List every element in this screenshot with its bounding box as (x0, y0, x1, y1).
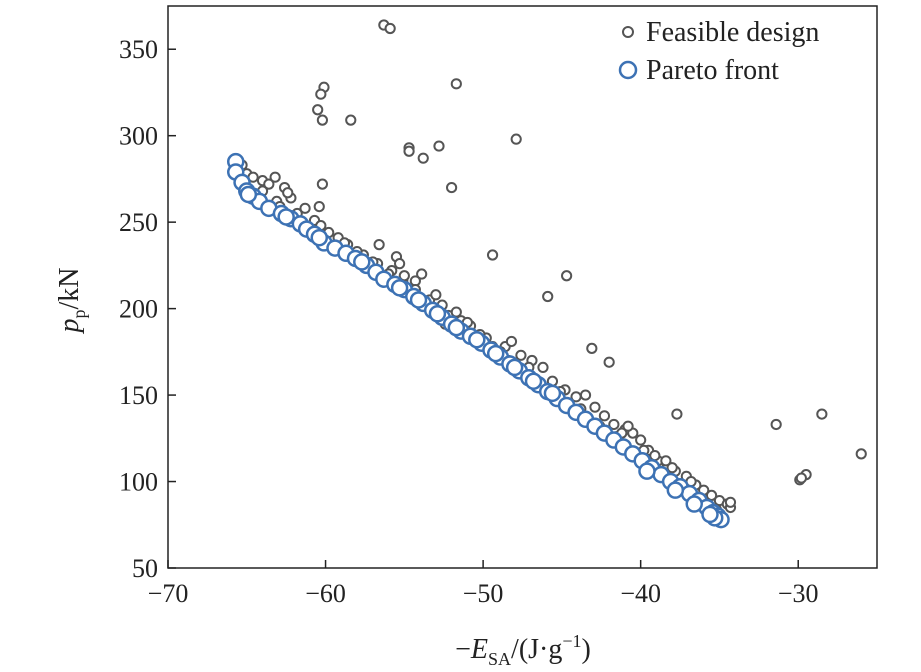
x-axis-unit: /(J·g (511, 634, 562, 665)
x-axis: −70 −60 −50 −40 −30 (148, 560, 819, 608)
feasible-design-point (795, 472, 807, 484)
x-axis-subscript: SA (488, 649, 511, 669)
legend-label-pareto-front: Pareto front (646, 55, 779, 86)
feasible-design-point (345, 114, 357, 126)
pareto-front-point (468, 330, 486, 349)
pareto-front-point (701, 505, 719, 524)
feasible-design-point (416, 268, 428, 280)
y-tick-label: 50 (132, 554, 158, 583)
feasible-design-point (450, 306, 462, 318)
y-tick-label: 100 (119, 468, 158, 497)
feasible-design-point (316, 114, 329, 126)
feasible-design-point (816, 408, 828, 420)
x-axis-title: −ESA/(J·g−1) (455, 631, 591, 669)
feasible-design-point (417, 152, 429, 164)
pareto-front-point (353, 253, 371, 271)
feasible-design-point (263, 178, 275, 190)
pareto-front-point (505, 358, 524, 377)
plot-frame (167, 5, 878, 569)
y-axis-subscript: p (69, 310, 89, 319)
pareto-front-point (543, 384, 562, 403)
feasible-design-point (269, 171, 281, 183)
pareto-front-point (486, 344, 505, 363)
pareto-front-point (409, 291, 428, 309)
y-tick-label: 300 (119, 122, 158, 151)
x-tick-label: −40 (620, 579, 661, 608)
x-axis-prefix: − (455, 634, 471, 665)
feasible-design-series (228, 19, 867, 515)
feasible-design-point (282, 187, 294, 199)
x-tick-label: −50 (463, 579, 504, 608)
feasible-design-point (666, 462, 678, 474)
pareto-front-point (447, 318, 466, 337)
feasible-design-point (515, 349, 527, 361)
x-axis-symbol: E (470, 634, 488, 665)
pareto-front-point (277, 208, 295, 226)
x-axis-exponent: −1 (562, 631, 581, 651)
pareto-front-point (666, 481, 685, 499)
y-axis-symbol: p (54, 319, 85, 335)
feasible-design-point (649, 450, 661, 462)
feasible-design-point (855, 448, 867, 460)
feasible-design-point (299, 202, 311, 214)
feasible-design-point (315, 88, 327, 100)
x-axis-close: ) (582, 634, 591, 665)
feasible-design-point (724, 496, 737, 508)
y-tick-label: 200 (119, 295, 158, 324)
feasible-design-point (579, 389, 592, 401)
feasible-design-point (403, 145, 415, 157)
y-tick-label: 250 (119, 208, 158, 237)
x-tick-label: −60 (305, 579, 346, 608)
feasible-design-point (598, 410, 611, 422)
y-axis-unit: /kN (54, 268, 85, 310)
feasible-design-point (705, 489, 718, 501)
pareto-front-series (226, 152, 730, 529)
feasible-design-point (505, 335, 518, 348)
plot-area (167, 5, 878, 569)
feasible-design-point (384, 22, 396, 35)
pareto-front-point (310, 228, 329, 247)
feasible-design-point (313, 200, 325, 213)
feasible-design-point (398, 270, 410, 282)
pareto-front-point (524, 372, 543, 390)
feasible-design-point (446, 181, 458, 194)
y-tick-label: 150 (119, 381, 158, 410)
feasible-design-point (430, 289, 442, 301)
feasible-design-point (660, 455, 672, 467)
feasible-design-point (589, 401, 601, 413)
legend: Feasible design Pareto front (618, 17, 819, 86)
feasible-design-point (542, 290, 554, 303)
feasible-design-point (603, 356, 615, 368)
feasible-design-point (561, 270, 573, 282)
y-axis-title: pp/kN (54, 268, 89, 335)
feasible-design-point (450, 78, 462, 90)
feasible-design-point (770, 418, 782, 431)
feasible-design-point (537, 361, 549, 374)
feasible-design-point (586, 342, 598, 354)
feasible-design-point (486, 249, 499, 261)
feasible-design-point (316, 178, 329, 190)
x-tick-label: −70 (148, 579, 189, 608)
feasible-design-point (671, 408, 683, 420)
feasible-design-point (433, 140, 445, 152)
y-axis: 50 100 150 200 250 300 350 (119, 35, 176, 583)
pareto-front-point (638, 462, 656, 480)
feasible-design-point (373, 239, 385, 251)
feasible-design-point (312, 104, 324, 116)
feasible-design-point (510, 133, 522, 145)
legend-marker-feasible-design (622, 26, 634, 38)
feasible-design-point (608, 418, 620, 431)
pareto-front-point (239, 185, 258, 204)
x-tick-label: −30 (778, 579, 819, 608)
legend-label-feasible-design: Feasible design (646, 17, 819, 48)
feasible-design-point (622, 420, 634, 432)
feasible-design-point (394, 258, 406, 270)
y-tick-label: 350 (119, 35, 158, 64)
feasible-design-point (635, 434, 647, 446)
legend-marker-pareto-front (618, 60, 638, 80)
pareto-front-point (685, 495, 703, 513)
pareto-front-point (428, 305, 447, 323)
pareto-front-point (390, 279, 409, 297)
